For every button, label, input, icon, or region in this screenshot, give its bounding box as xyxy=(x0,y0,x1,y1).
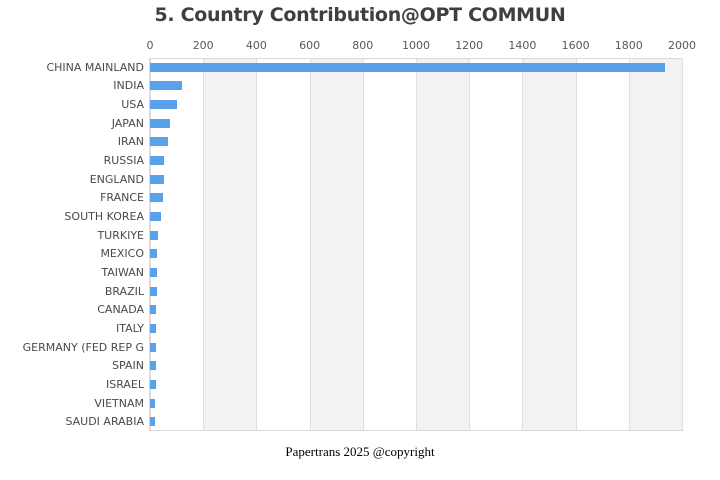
y-axis-label: IRAN xyxy=(117,135,144,149)
bar xyxy=(150,398,156,408)
x-axis-tick-label: 0 xyxy=(146,39,154,52)
y-axis-label: USA xyxy=(121,98,144,112)
bar xyxy=(150,174,164,184)
background-band xyxy=(203,59,257,430)
x-axis-tick-label: 1000 xyxy=(402,39,430,52)
bar xyxy=(150,230,159,240)
gridline xyxy=(362,59,364,430)
gridline xyxy=(469,59,471,430)
bar xyxy=(150,267,157,277)
bar xyxy=(150,417,156,427)
y-axis-label: SOUTH KOREA xyxy=(64,210,144,223)
y-axis-label: TAIWAN xyxy=(101,265,144,279)
y-axis-label: RUSSIA xyxy=(103,154,144,168)
x-axis-tick-label: 1600 xyxy=(561,39,590,52)
y-axis-label: TURKIYE xyxy=(97,228,144,242)
y-axis-label: BRAZIL xyxy=(104,284,144,298)
chart-title: 5. Country Contribution@OPT COMMUN xyxy=(154,4,566,26)
bar xyxy=(150,342,156,352)
background-band xyxy=(309,59,363,430)
y-axis-label: CHINA MAINLAND xyxy=(46,60,144,74)
y-axis-label: CANADA xyxy=(97,303,144,317)
x-axis-tick-label: 1800 xyxy=(614,39,643,52)
copyright-text: Papertrans 2025 @copyright xyxy=(285,444,435,459)
bar xyxy=(150,156,164,166)
x-axis-tick-label: 400 xyxy=(245,39,267,52)
bar xyxy=(150,305,157,315)
y-axis-label: ENGLAND xyxy=(89,172,144,186)
background-band xyxy=(628,59,682,430)
y-axis-label: ITALY xyxy=(115,321,144,335)
bar xyxy=(150,193,164,203)
bar xyxy=(150,361,156,371)
gridline xyxy=(256,59,258,430)
gridline xyxy=(575,59,577,430)
y-axis-label: JAPAN xyxy=(111,116,144,130)
gridline xyxy=(203,59,205,430)
x-axis-tick-label: 1400 xyxy=(508,39,537,52)
bar xyxy=(150,379,156,389)
bar xyxy=(150,323,157,333)
gridline xyxy=(682,59,683,430)
x-axis-tick-label: 200 xyxy=(192,39,214,52)
gridline xyxy=(628,59,630,430)
bar xyxy=(150,62,665,72)
y-axis-label: MEXICO xyxy=(100,247,144,261)
y-axis-label: INDIA xyxy=(113,79,144,93)
gridline xyxy=(416,59,417,430)
y-axis-label: VIETNAM xyxy=(94,396,144,410)
x-axis-tick-label: 800 xyxy=(352,39,374,52)
y-axis-label: FRANCE xyxy=(100,191,144,205)
background-band xyxy=(522,59,576,430)
bar xyxy=(150,249,158,259)
bar xyxy=(150,137,168,147)
gridline xyxy=(309,59,311,430)
bar xyxy=(150,81,183,91)
x-axis-tick-label: 2000 xyxy=(668,39,696,52)
y-axis-label: SAUDI ARABIA xyxy=(65,415,144,429)
bar xyxy=(150,118,171,128)
bar xyxy=(150,100,178,110)
y-axis-label: SPAIN xyxy=(112,359,144,373)
x-axis-tick-label: 600 xyxy=(299,39,321,52)
bar xyxy=(150,286,157,296)
background-band xyxy=(416,59,470,430)
bar xyxy=(150,212,162,222)
gridline xyxy=(150,59,151,430)
y-axis-label: GERMANY (FED REP G xyxy=(22,340,144,354)
y-axis-label: ISRAEL xyxy=(105,377,144,391)
gridline xyxy=(522,59,524,430)
x-axis-tick-label: 1200 xyxy=(455,39,484,52)
